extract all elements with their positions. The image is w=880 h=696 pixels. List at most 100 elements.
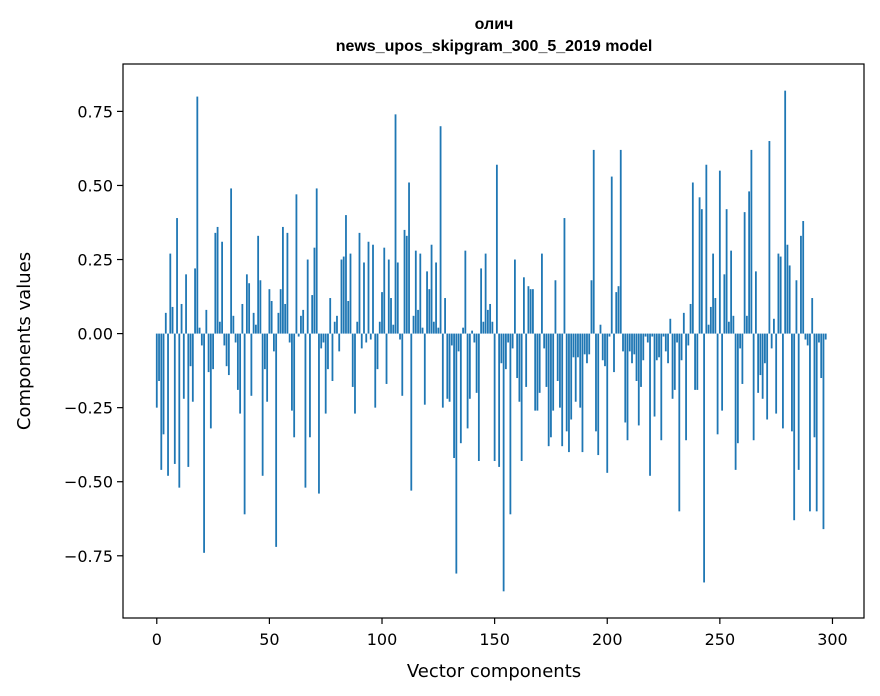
bar-35 <box>234 333 237 343</box>
bar-291 <box>811 298 814 334</box>
bar-164 <box>525 333 528 387</box>
bar-44 <box>254 324 257 334</box>
bar-58 <box>286 232 289 334</box>
bar-143 <box>477 333 480 461</box>
bar-231 <box>676 333 678 343</box>
bar-2 <box>160 333 163 470</box>
bar-293 <box>815 333 818 512</box>
bar-68 <box>309 333 311 438</box>
bar-243 <box>703 333 705 583</box>
x-axis-label: Vector components <box>407 661 581 682</box>
bar-228 <box>669 318 672 334</box>
bar-210 <box>628 333 631 352</box>
bar-138 <box>466 333 469 429</box>
y-tick-label: 0.50 <box>77 176 113 195</box>
bar-95 <box>369 333 372 340</box>
x-tick-label: 300 <box>817 630 848 649</box>
bar-55 <box>279 289 282 334</box>
bar-122 <box>430 244 433 334</box>
bar-77 <box>329 298 332 334</box>
bar-241 <box>698 197 701 334</box>
x-axis-ticks: 0 50 100 150 200 250 300 <box>152 618 848 649</box>
bar-180 <box>561 333 564 447</box>
bar-100 <box>381 292 383 334</box>
bar-263 <box>748 191 751 334</box>
bar-207 <box>622 333 624 352</box>
bar-271 <box>766 333 769 420</box>
bar-296 <box>822 333 825 530</box>
bar-236 <box>687 333 690 346</box>
bar-283 <box>793 333 796 521</box>
bar-261 <box>743 212 746 334</box>
bar-70 <box>313 247 316 334</box>
bar-33 <box>230 188 233 334</box>
bar-237 <box>689 303 692 334</box>
bar-162 <box>520 333 523 461</box>
bar-140 <box>471 330 473 334</box>
bar-269 <box>761 333 764 399</box>
bar-166 <box>529 289 532 334</box>
bar-78 <box>331 333 334 381</box>
bar-118 <box>421 327 424 334</box>
bar-257 <box>734 333 737 470</box>
bar-80 <box>336 315 338 334</box>
bar-249 <box>716 333 719 435</box>
bar-294 <box>818 333 820 343</box>
bar-222 <box>655 333 658 361</box>
bar-178 <box>556 333 559 381</box>
bar-104 <box>390 298 392 334</box>
bar-28 <box>218 321 221 334</box>
bar-131 <box>450 333 453 346</box>
bar-103 <box>387 259 390 334</box>
bar-156 <box>507 333 510 343</box>
bar-230 <box>673 333 676 390</box>
x-tick-label: 50 <box>259 630 279 649</box>
bar-114 <box>412 315 415 334</box>
bar-208 <box>624 333 627 423</box>
bar-191 <box>586 333 588 364</box>
bar-295 <box>820 333 823 379</box>
x-tick-label: 0 <box>152 630 162 649</box>
bar-135 <box>459 333 462 444</box>
bar-248 <box>714 298 717 334</box>
bar-189 <box>581 333 584 453</box>
bar-74 <box>322 333 325 343</box>
bar-184 <box>570 333 573 420</box>
bar-54 <box>277 312 280 334</box>
bar-119 <box>423 333 426 405</box>
bar-244 <box>705 164 708 334</box>
x-tick-label: 250 <box>705 630 736 649</box>
bar-160 <box>516 333 519 379</box>
bar-281 <box>788 265 791 334</box>
bar-60 <box>291 333 293 411</box>
bar-99 <box>378 321 381 334</box>
bar-227 <box>667 333 669 364</box>
bar-75 <box>324 333 327 414</box>
bar-98 <box>376 333 379 370</box>
bar-8 <box>173 333 176 464</box>
bar-181 <box>563 218 566 334</box>
bar-149 <box>491 321 494 334</box>
bar-270 <box>764 333 766 364</box>
bar-183 <box>568 333 570 453</box>
bar-120 <box>426 271 428 334</box>
bar-225 <box>662 333 665 337</box>
bar-276 <box>777 253 780 334</box>
y-axis-label: Components values <box>14 252 35 430</box>
bar-117 <box>419 253 422 334</box>
bar-190 <box>583 333 586 355</box>
bar-50 <box>268 289 271 334</box>
bar-45 <box>257 235 260 334</box>
y-tick-label: 0.00 <box>77 325 113 344</box>
bar-37 <box>239 333 242 414</box>
bar-85 <box>347 301 350 334</box>
bar-109 <box>401 333 404 396</box>
bar-40 <box>245 274 248 334</box>
bar-235 <box>685 333 687 441</box>
bar-150 <box>493 333 496 461</box>
bar-232 <box>678 333 681 512</box>
bar-19 <box>198 327 201 334</box>
bar-17 <box>194 268 196 334</box>
bar-71 <box>315 188 318 334</box>
bar-72 <box>318 333 320 494</box>
